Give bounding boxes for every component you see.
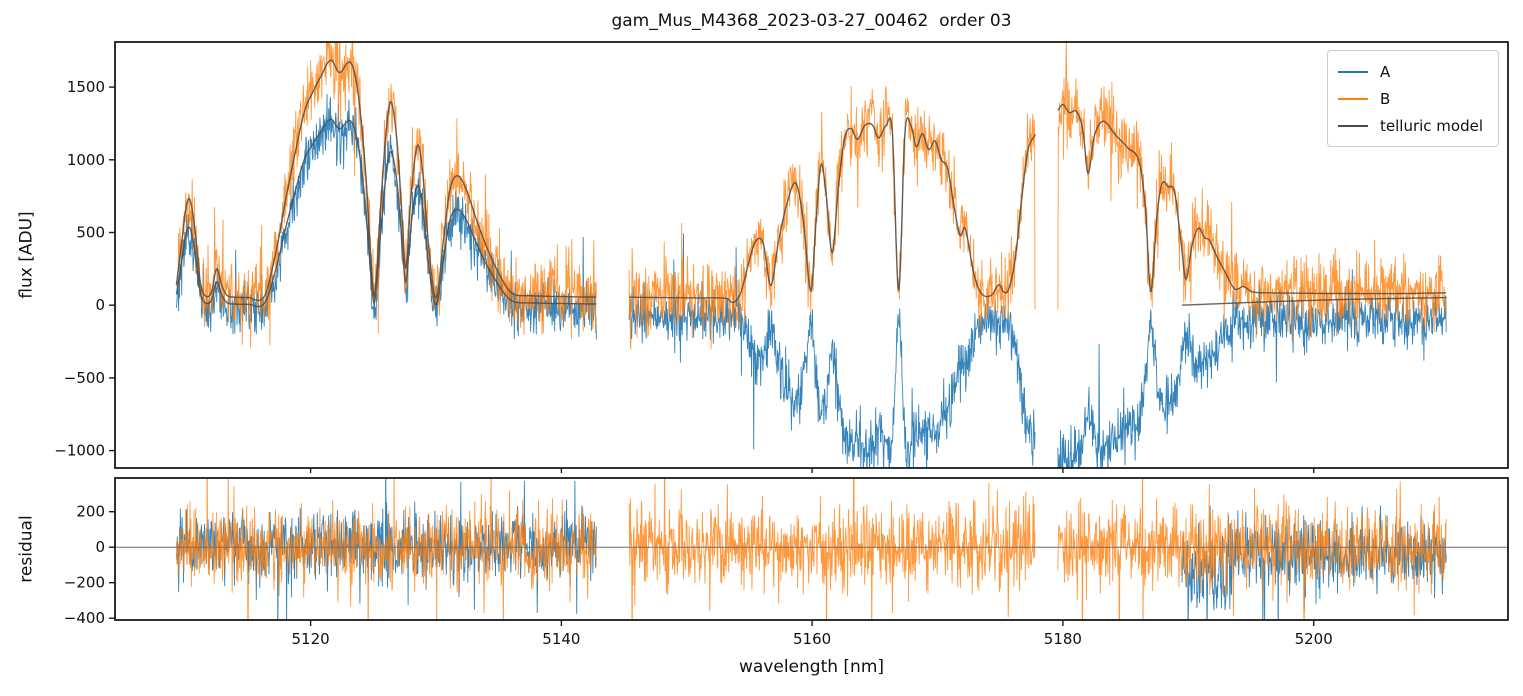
trace-B-segment3 (1057, 42, 1447, 342)
residual-B-segment3 (1057, 478, 1447, 620)
y-tick-label-flux: 0 (95, 296, 105, 314)
chart-title: gam_Mus_M4368_2023-03-27_00462 order 03 (611, 11, 1012, 31)
trace-A-segment3 (1057, 269, 1447, 468)
trace-A-segment2 (628, 233, 1036, 468)
y-tick-label-residual: 0 (95, 538, 105, 556)
flux-panel-frame (114, 41, 1509, 469)
telluric-model-B-segment1 (175, 59, 597, 302)
legend-label-b: B (1380, 89, 1391, 108)
legend-entry-b: B (1338, 85, 1488, 112)
y-tick-label-residual: 200 (76, 503, 105, 521)
wavelength-axis-label: wavelength [nm] (738, 657, 885, 677)
telluric-model-A-segment1 (175, 118, 597, 308)
y-tick-label-flux: −1000 (54, 442, 105, 460)
legend-label-telluric: telluric model (1380, 116, 1484, 135)
y-tick-label-flux: −500 (64, 369, 105, 387)
flux-panel-traces (175, 42, 1447, 468)
legend-line-a-icon (1338, 70, 1368, 73)
legend-line-b-icon (1338, 97, 1368, 100)
x-tick-label: 5180 (1044, 630, 1082, 648)
telluric-model-B-segment2 (629, 116, 1036, 304)
x-tick-label: 5140 (542, 630, 580, 648)
legend: A B telluric model (1327, 50, 1499, 147)
residual-A-1 (1181, 505, 1233, 620)
residual-B-segment2 (628, 478, 1036, 620)
telluric-model-A-tail (1181, 296, 1447, 306)
residual-B-segment1 (175, 478, 597, 620)
legend-entry-a: A (1338, 58, 1488, 85)
y-tick-label-residual: −200 (64, 574, 105, 592)
legend-line-telluric-icon (1338, 124, 1368, 127)
trace-B-segment2 (628, 86, 1036, 350)
y-tick-label-flux: 1500 (67, 78, 105, 96)
y-tick-label-flux: 1000 (67, 151, 105, 169)
legend-entry-telluric-model: telluric model (1338, 112, 1488, 139)
residual-panel-traces (115, 478, 1508, 620)
telluric-model-B-segment3 (1057, 103, 1447, 295)
y-tick-label-residual: −400 (64, 609, 105, 627)
y-tick-label-flux: 500 (76, 224, 105, 242)
legend-label-a: A (1380, 62, 1391, 81)
x-tick-label: 5200 (1295, 630, 1333, 648)
x-tick-label: 5120 (292, 630, 330, 648)
x-tick-label: 5160 (793, 630, 831, 648)
